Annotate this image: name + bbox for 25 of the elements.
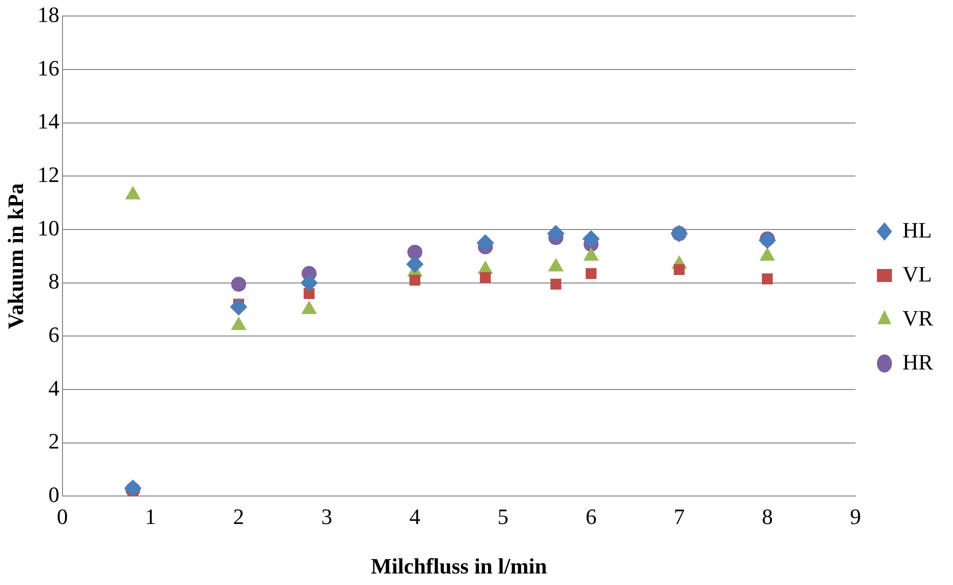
x-tick-label: 8 xyxy=(762,504,773,530)
y-tick-label: 12 xyxy=(37,162,60,187)
y-tick-label: 10 xyxy=(37,215,60,240)
x-tick-label: 2 xyxy=(233,504,244,530)
x-tick-label: 1 xyxy=(145,504,156,530)
legend-label: VL xyxy=(902,261,932,286)
y-tick-label: 14 xyxy=(37,108,60,134)
y-tick-label: 2 xyxy=(48,428,60,454)
y-tick-label: 18 xyxy=(37,2,60,27)
x-tick-label: 6 xyxy=(586,504,597,530)
x-tick-label: 9 xyxy=(850,504,861,530)
x-tick-label: 5 xyxy=(497,504,508,530)
legend-label: HR xyxy=(902,349,934,374)
y-tick-label: 0 xyxy=(48,482,60,507)
x-tick-label: 7 xyxy=(674,504,685,530)
x-tick-label: 3 xyxy=(321,504,332,530)
x-tick-label: 4 xyxy=(409,504,420,530)
y-tick-label: 8 xyxy=(48,268,60,294)
legend-label: VR xyxy=(902,305,934,330)
y-tick-label: 16 xyxy=(37,55,60,80)
y-tick-label: 4 xyxy=(48,375,60,400)
y-axis-title: Vakuum in kPa xyxy=(2,183,28,330)
x-axis-title: Milchfluss in l/min xyxy=(370,553,547,578)
y-tick-label: 6 xyxy=(48,322,60,347)
legend-label: HL xyxy=(902,217,932,242)
